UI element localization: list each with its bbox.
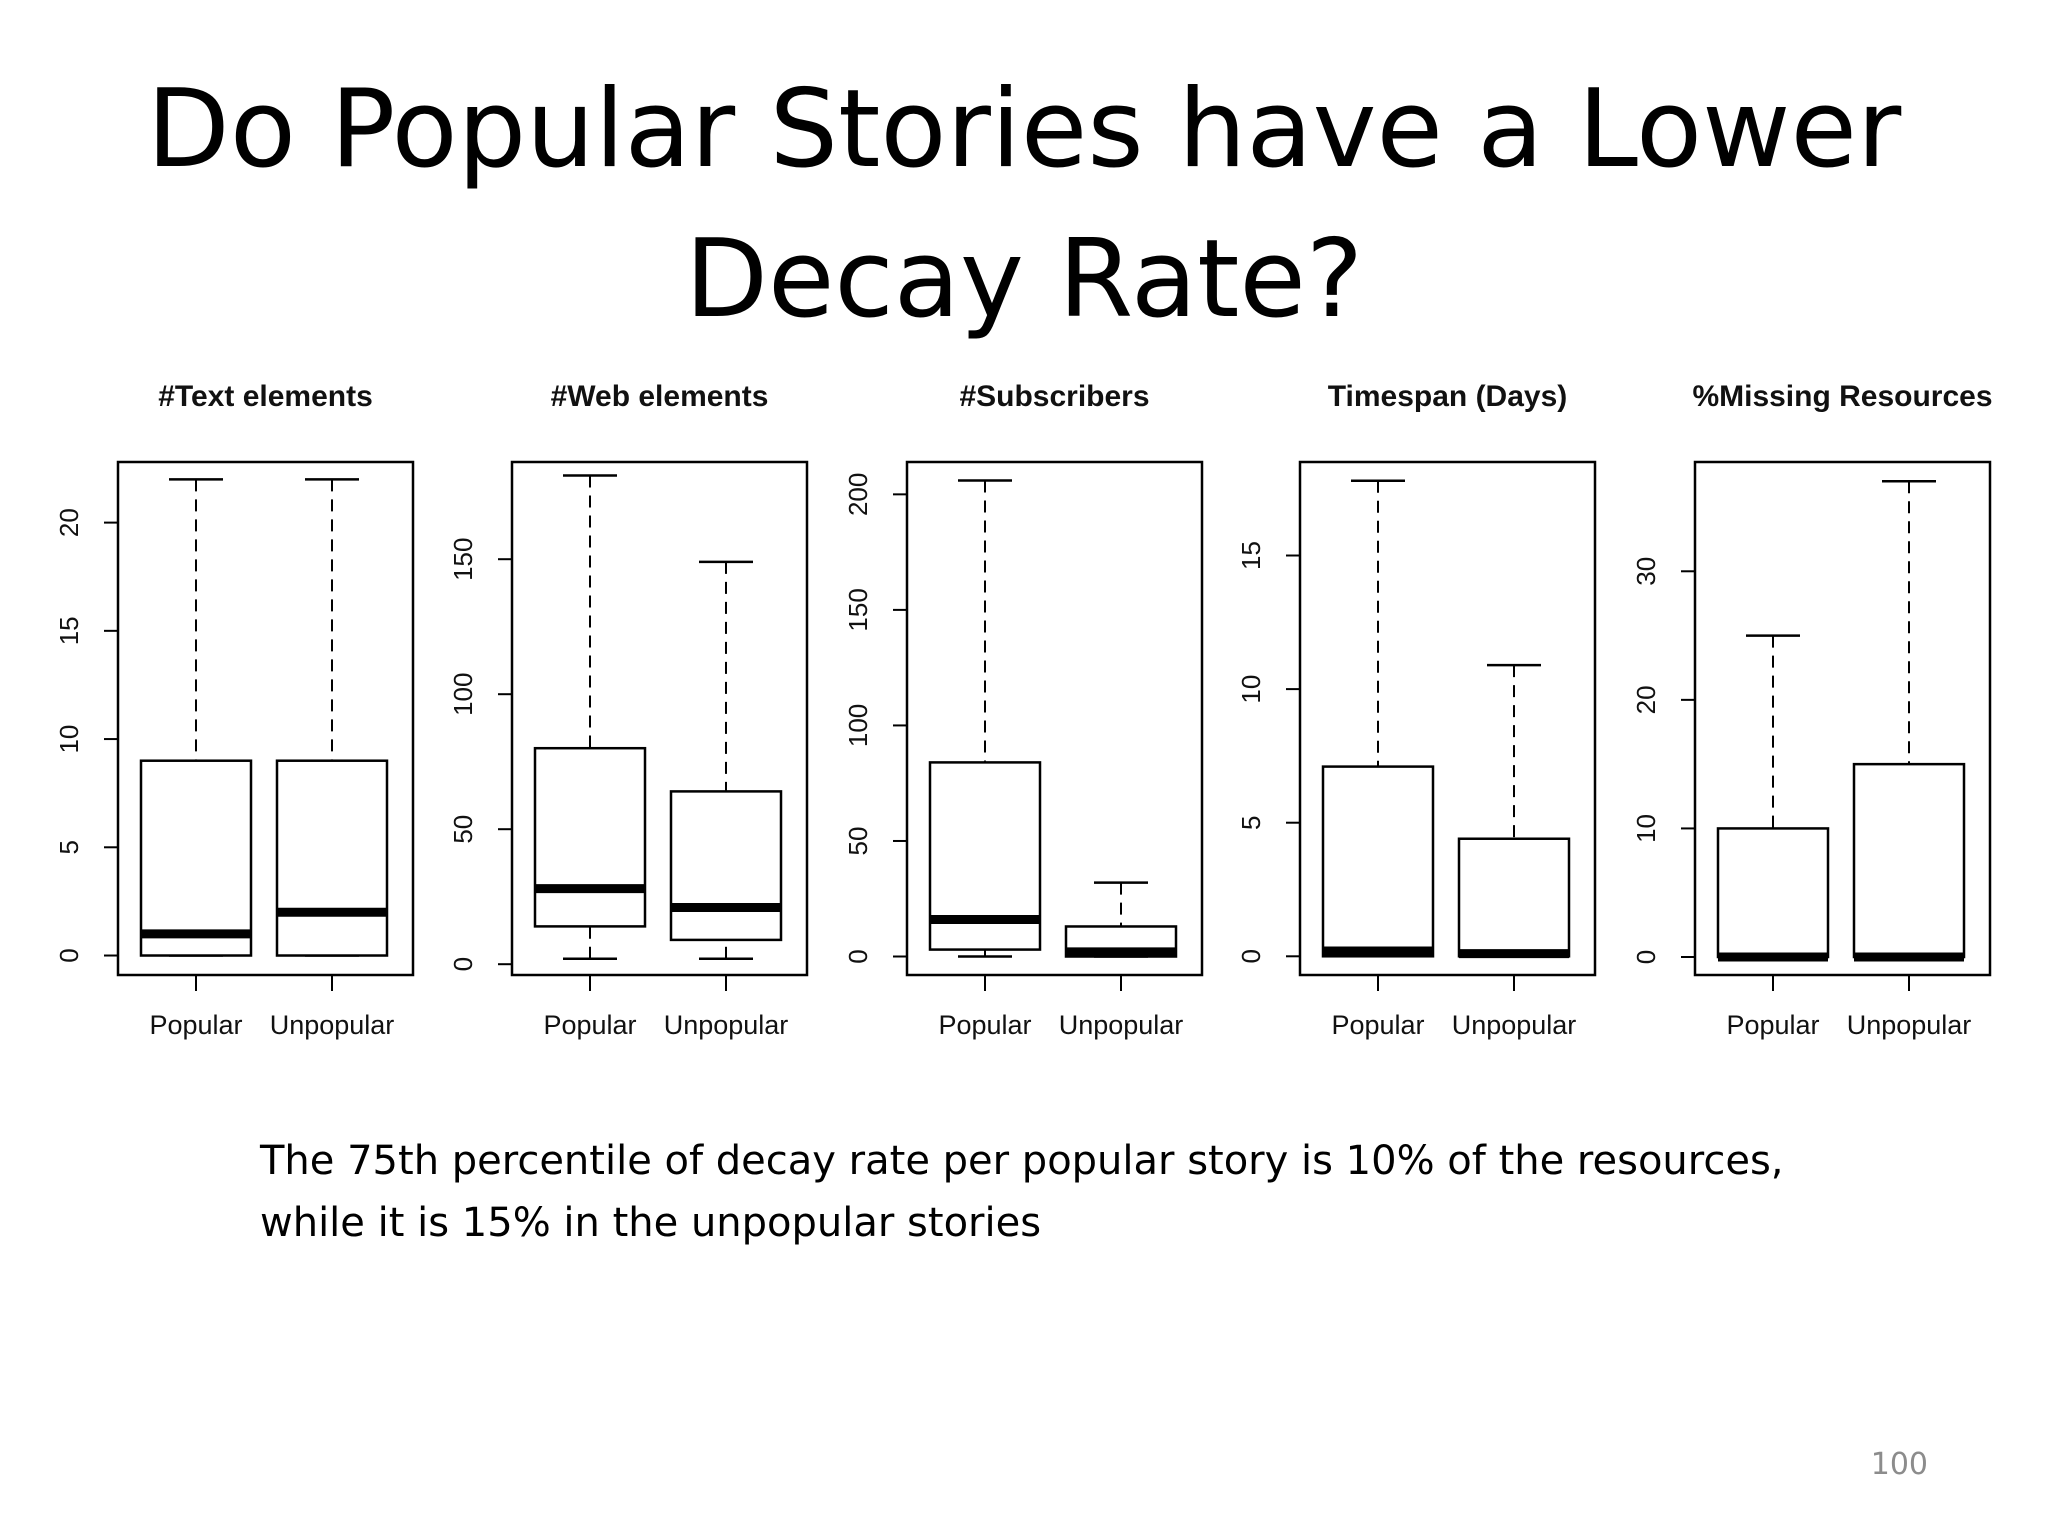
panel-5-ytick-label: 0 xyxy=(1631,950,1661,964)
panel-2-ytick-label: 0 xyxy=(448,957,478,971)
panel-4-popular-box xyxy=(1321,765,1435,958)
panel-1-ytick-label: 0 xyxy=(54,948,84,962)
panel-4-ytick-label: 0 xyxy=(1236,949,1266,963)
panel-4-popular-category-label: Popular xyxy=(1331,1010,1424,1040)
panel-1-ytick-label: 5 xyxy=(54,840,84,854)
panel-2-unpopular-box xyxy=(669,790,783,942)
panel-3-ytick-label: 0 xyxy=(843,949,873,963)
panel-1-unpopular-category-label: Unpopular xyxy=(270,1010,395,1040)
panel-3-ytick-label: 200 xyxy=(843,473,873,516)
panel-1-frame xyxy=(116,460,415,977)
slide-title-line1: Do Popular Stories have a Lower xyxy=(146,67,1902,192)
panel-2-unpopular-category-label: Unpopular xyxy=(664,1010,789,1040)
panel-1-unpopular-box xyxy=(275,759,389,957)
slide-caption: The 75th percentile of decay rate per po… xyxy=(260,1130,1920,1254)
panel-5-unpopular-box xyxy=(1852,762,1966,959)
slide-title: Do Popular Stories have a Lower Decay Ra… xyxy=(0,55,2048,355)
panel-1-popular-box xyxy=(139,759,253,957)
panel-2-ytick-label: 50 xyxy=(448,815,478,844)
panel-1-popular-category-label: Popular xyxy=(149,1010,242,1040)
caption-line1: The 75th percentile of decay rate per po… xyxy=(260,1138,1784,1184)
panel-3-ytick-label: 150 xyxy=(843,588,873,631)
panel-4-unpopular-category-label: Unpopular xyxy=(1452,1010,1577,1040)
panel-3-popular-category-label: Popular xyxy=(938,1010,1031,1040)
panel-4-title: Timespan (Days) xyxy=(1328,380,1568,413)
panel-1-title: #Text elements xyxy=(158,380,373,413)
panel-5-frame xyxy=(1693,460,1992,977)
caption-line2: while it is 15% in the unpopular stories xyxy=(260,1200,1042,1246)
panel-4-ytick-label: 10 xyxy=(1236,675,1266,704)
panel-4-frame xyxy=(1298,460,1597,977)
panel-3-frame xyxy=(905,460,1204,977)
panel-1-ytick-label: 10 xyxy=(54,725,84,754)
panel-5-ytick-label: 20 xyxy=(1631,685,1661,714)
panel-5-popular-category-label: Popular xyxy=(1726,1010,1819,1040)
panel-3-unpopular-category-label: Unpopular xyxy=(1059,1010,1184,1040)
panel-3-ytick-label: 100 xyxy=(843,704,873,747)
panel-3-ytick-label: 50 xyxy=(843,827,873,856)
panel-2-ytick-label: 100 xyxy=(448,673,478,716)
panel-5-unpopular-category-label: Unpopular xyxy=(1847,1010,1972,1040)
panel-2-popular-category-label: Popular xyxy=(543,1010,636,1040)
panel-5-popular-box xyxy=(1716,827,1830,959)
panel-2-frame xyxy=(510,460,809,977)
page-number: 100 xyxy=(1870,1447,1928,1482)
panel-1-ytick-label: 20 xyxy=(54,508,84,537)
panel-4-ytick-label: 5 xyxy=(1236,815,1266,829)
panel-2-popular-box xyxy=(533,746,647,928)
panel-3-title: #Subscribers xyxy=(959,380,1149,413)
panel-2-title: #Web elements xyxy=(551,380,769,413)
panel-1-ytick-label: 15 xyxy=(54,616,84,645)
slide-title-line2: Decay Rate? xyxy=(684,217,1364,342)
panel-4-ytick-label: 15 xyxy=(1236,541,1266,570)
panel-5-title: %Missing Resources xyxy=(1692,380,1992,413)
panel-5-ytick-label: 30 xyxy=(1631,557,1661,586)
panel-2-ytick-label: 150 xyxy=(448,538,478,581)
panel-4-unpopular-box xyxy=(1457,837,1571,958)
panel-5-ytick-label: 10 xyxy=(1631,814,1661,843)
